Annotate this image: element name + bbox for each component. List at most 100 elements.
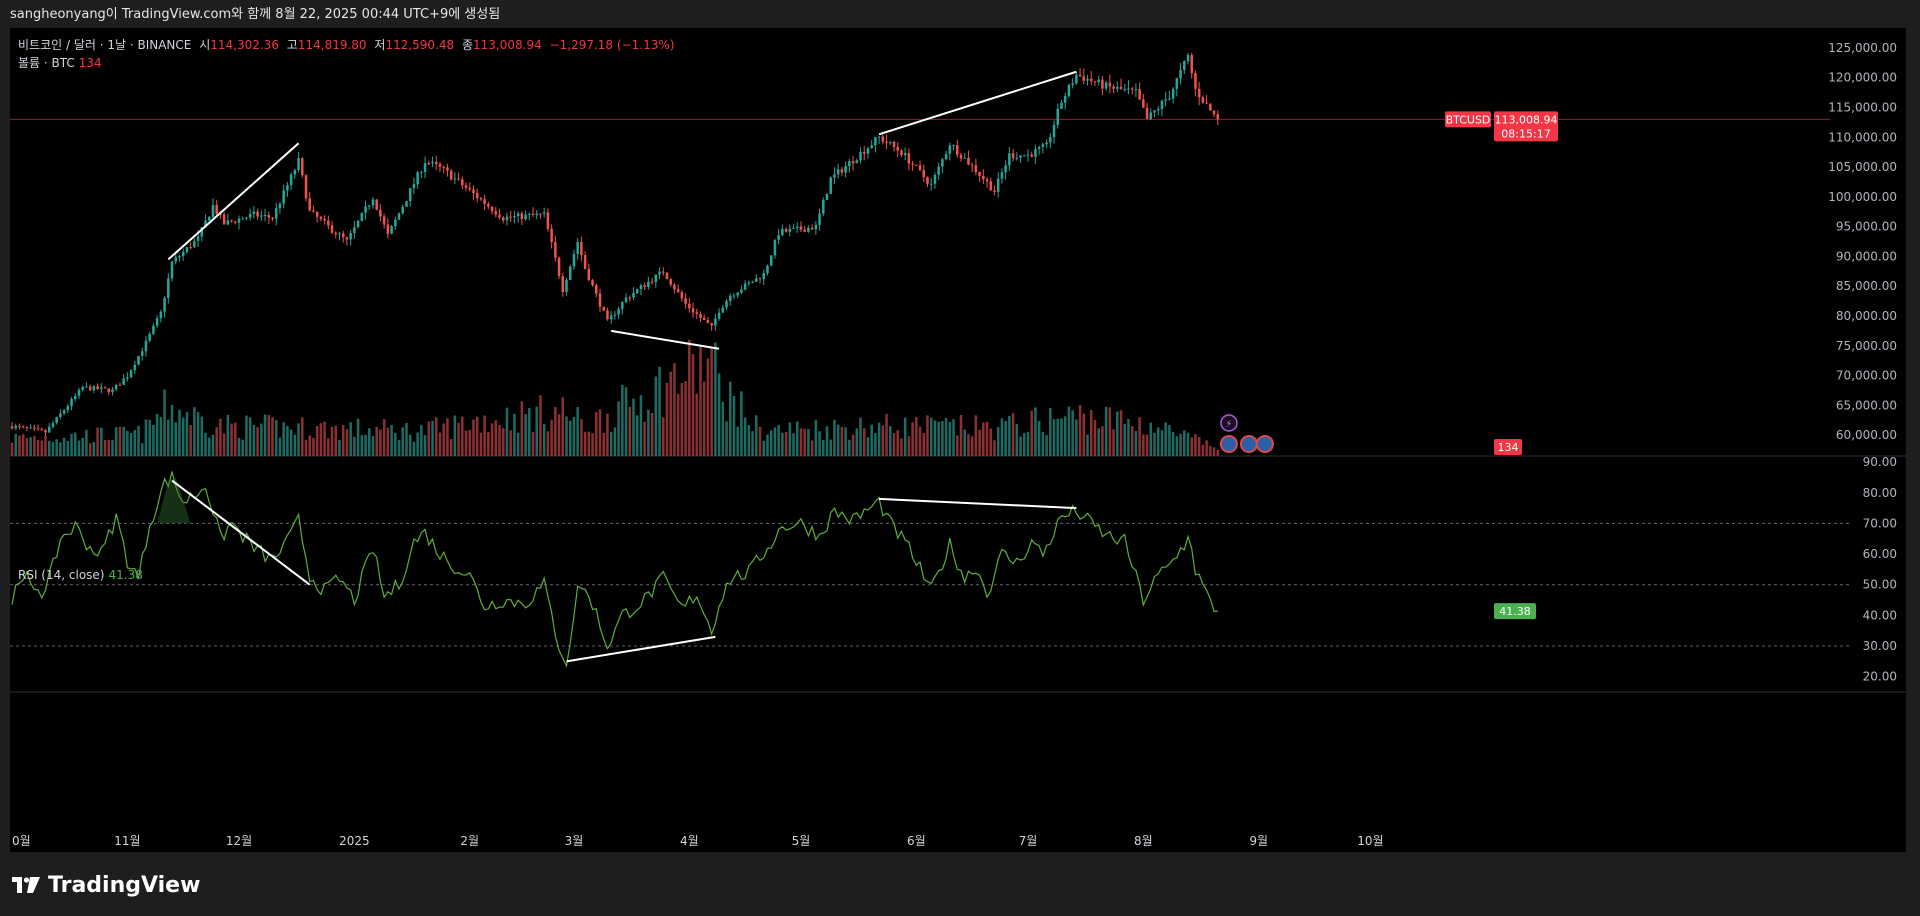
candle-body: [952, 145, 955, 147]
volume-bar: [501, 428, 505, 456]
volume-bar: [1045, 435, 1048, 456]
price-trendline[interactable]: [167, 142, 300, 261]
candle-body: [546, 212, 550, 229]
candle-body: [204, 220, 207, 228]
candle-body: [289, 174, 293, 186]
rsi-legend-name[interactable]: RSI (14, close): [18, 568, 105, 582]
candle-body: [1197, 88, 1201, 98]
volume-bar: [554, 407, 557, 456]
candle-body: [833, 174, 836, 178]
us-flag-event-icon[interactable]: [1255, 435, 1274, 453]
volume-bar: [40, 440, 44, 456]
candle-body: [449, 170, 453, 180]
candle-body: [766, 265, 769, 274]
candle-body: [982, 175, 985, 180]
volume-bar: [353, 436, 356, 456]
volume-bar: [740, 391, 743, 456]
volume-bar: [1201, 444, 1205, 456]
volume-bar: [866, 437, 870, 456]
rsi-line: [11, 471, 1218, 668]
candle-body: [918, 165, 922, 171]
volume-bar: [874, 433, 877, 456]
volume-legend-name[interactable]: 볼륨 · BTC: [18, 56, 75, 70]
candle-body: [170, 261, 174, 279]
symbol-name[interactable]: 비트코인 / 달러 · 1날 · BINANCE: [18, 38, 192, 52]
candle-body: [330, 225, 334, 233]
price-axis-tick: 100,000.00: [1828, 190, 1897, 204]
volume-bar: [293, 434, 297, 456]
price-trendline[interactable]: [878, 70, 1077, 136]
rsi-trendline[interactable]: [566, 635, 716, 663]
volume-bar: [118, 426, 122, 456]
volume-bar: [1078, 404, 1082, 456]
volume-bar: [505, 407, 509, 456]
volume-bar: [1175, 436, 1179, 456]
volume-bar: [755, 415, 758, 456]
volume-bar: [434, 417, 438, 456]
rsi-axis-tick: 30.00: [1863, 639, 1897, 653]
rsi-legend: RSI (14, close) 41.38: [18, 568, 143, 582]
candle-body: [196, 236, 200, 241]
candle-body: [420, 172, 423, 174]
volume-bar: [937, 421, 940, 456]
candle-countdown: 08:15:17: [1501, 127, 1550, 140]
us-flag-event-icon[interactable]: [1239, 435, 1258, 453]
candle-body: [911, 163, 914, 165]
candle-body: [159, 311, 163, 319]
candle-body: [1011, 153, 1015, 159]
volume-bar: [267, 414, 271, 456]
us-flag-event-icon[interactable]: [1219, 435, 1238, 453]
volume-bar: [397, 440, 401, 456]
candle-body: [1037, 147, 1041, 149]
volume-bar: [36, 439, 40, 456]
volume-bar: [922, 432, 926, 456]
price-trendline[interactable]: [611, 329, 720, 350]
open-label: 시: [199, 38, 211, 52]
candle-body: [836, 169, 840, 175]
volume-bar: [483, 415, 486, 456]
candle-body: [85, 386, 88, 388]
volume-bar: [490, 423, 494, 456]
candle-body: [1153, 110, 1156, 113]
volume-bar: [260, 423, 263, 456]
rsi-trendline[interactable]: [171, 479, 311, 586]
volume-bar: [245, 415, 248, 456]
volume-bar: [487, 431, 490, 456]
price-axis-tick: 80,000.00: [1836, 309, 1897, 323]
chart-panel[interactable]: 125,000.00 120,000.00 115,000.00 110,000.00…: [10, 28, 1906, 852]
candle-body: [1175, 78, 1179, 89]
volume-bar: [595, 412, 598, 456]
candle-body: [769, 255, 773, 266]
x-axis-tick: 6월: [907, 834, 926, 848]
volume-bar: [390, 424, 393, 456]
candle-body: [632, 292, 635, 298]
volume-bar: [62, 437, 66, 456]
candle-body: [263, 214, 267, 216]
price-chart-svg[interactable]: 125,000.00 120,000.00 115,000.00 110,000.00…: [10, 28, 1906, 852]
lightning-event-icon[interactable]: [1220, 414, 1238, 432]
candle-body: [92, 386, 96, 391]
volume-bar: [728, 381, 732, 456]
volume-bar: [900, 438, 903, 456]
candle-body: [1019, 155, 1022, 158]
volume-bar: [673, 363, 676, 456]
rsi-trendline[interactable]: [879, 497, 1077, 510]
volume-bar: [814, 419, 818, 456]
candle-body: [565, 279, 568, 292]
volume-tag: 134: [1498, 441, 1519, 454]
candle-body: [583, 255, 587, 269]
candle-body: [747, 282, 751, 284]
tradingview-logo[interactable]: TradingView: [12, 870, 200, 900]
volume-bar: [1130, 426, 1134, 456]
volume-bar: [126, 430, 129, 456]
volume-bar: [524, 414, 527, 456]
candle-body: [475, 193, 479, 199]
candle-body: [1160, 100, 1164, 109]
candle-body: [1183, 61, 1186, 70]
volume-bar: [401, 427, 405, 456]
volume-bar: [948, 422, 952, 456]
volume-bar: [598, 409, 602, 456]
candle-body: [390, 226, 393, 234]
candle-body: [509, 216, 512, 218]
volume-bar: [379, 429, 382, 456]
